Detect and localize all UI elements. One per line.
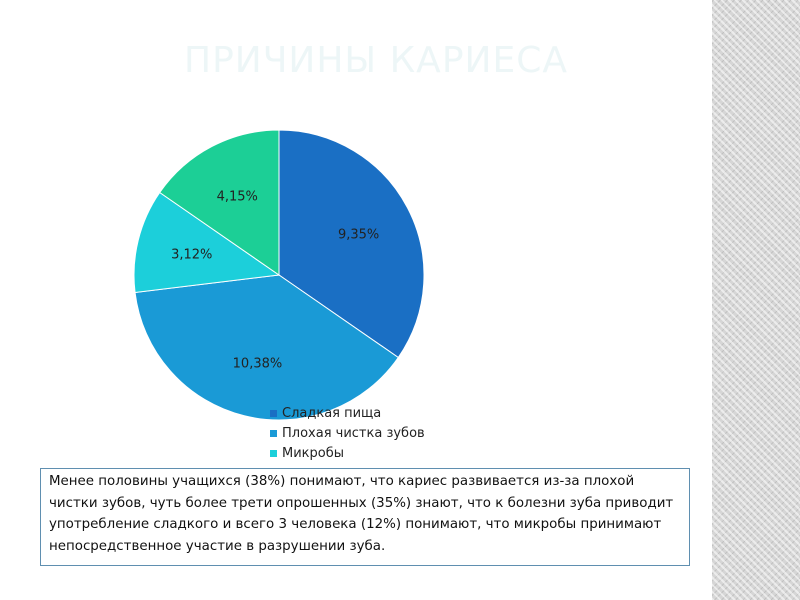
- pie-slice: [134, 274, 399, 421]
- legend-entry: Микробы: [270, 443, 470, 463]
- slide-title: Причины кариеса: [184, 40, 568, 81]
- chart-legend: Сладкая пища Плохая чистка зубов Микробы: [270, 403, 470, 464]
- caption-text: Менее половины учащихся (38%) понимают, …: [40, 468, 690, 566]
- legend-label: Сладкая пища: [282, 405, 382, 421]
- legend-label: Плохая чистка зубов: [282, 425, 425, 441]
- pie-chart: 9,35% 10,38% 3,12% 4,15%: [133, 129, 425, 421]
- slice-data-label: 10,38%: [233, 356, 283, 371]
- pie-slice: [278, 129, 425, 359]
- legend-swatch: [270, 409, 277, 417]
- slice-data-label: 9,35%: [338, 227, 379, 242]
- slice-data-label: 3,12%: [171, 247, 212, 262]
- legend-entry: Сладкая пища: [270, 403, 470, 423]
- legend-swatch: [270, 429, 277, 437]
- decorative-side-strip: [712, 0, 800, 600]
- slice-data-label: 4,15%: [217, 189, 258, 204]
- pie-slice: [133, 191, 281, 294]
- legend-swatch: [270, 449, 277, 457]
- legend-entry: Плохая чистка зубов: [270, 423, 470, 443]
- legend-label: Микробы: [282, 445, 345, 461]
- pie-slice: [159, 129, 280, 276]
